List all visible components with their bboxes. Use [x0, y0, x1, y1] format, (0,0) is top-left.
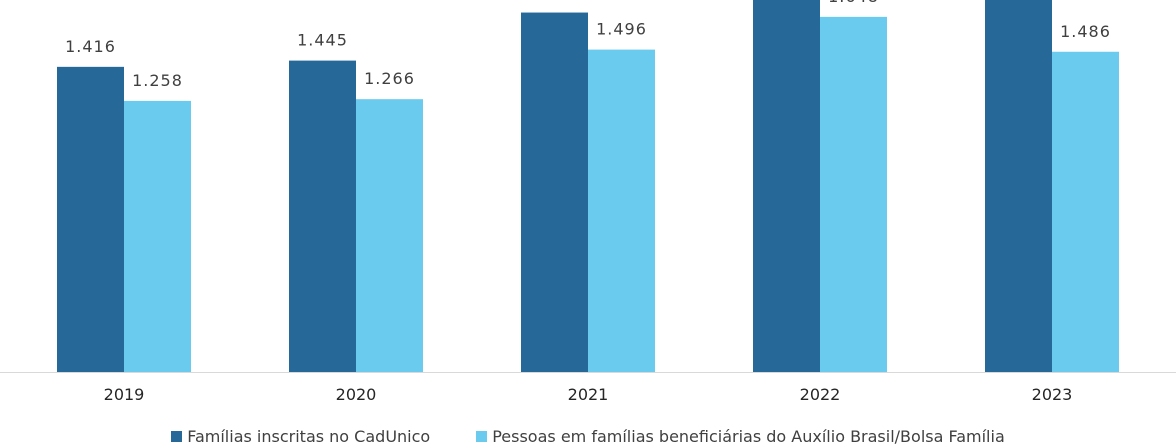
data-label-cadunico-2019: 1.416 [65, 37, 116, 56]
bar-beneficiarias-2019 [124, 100, 191, 372]
legend-label-cadunico: Famílias inscritas no CadUnico [187, 427, 431, 446]
legend-item-beneficiarias: Pessoas em famílias beneficiárias do Aux… [476, 427, 1005, 446]
bar-cadunico-2023 [985, 0, 1052, 372]
bar-beneficiarias-2021 [588, 49, 655, 372]
bar-cadunico-2022 [753, 0, 820, 372]
bar-cadunico-2019 [57, 66, 124, 373]
data-label-beneficiarias-2023: 1.486 [1060, 22, 1111, 41]
bar-beneficiarias-2022 [820, 16, 887, 373]
bar-beneficiarias-2020 [356, 99, 423, 372]
data-label-beneficiarias-2020: 1.266 [364, 69, 415, 88]
x-tick-label-2021: 2021 [568, 385, 609, 404]
x-tick-label-2019: 2019 [104, 385, 145, 404]
data-label-beneficiarias-2021: 1.496 [596, 20, 647, 39]
legend-swatch-cadunico [171, 431, 183, 442]
bar-cadunico-2020 [289, 60, 356, 372]
legend: Famílias inscritas no CadUnico Pessoas e… [0, 427, 1176, 446]
legend-item-cadunico: Famílias inscritas no CadUnico [171, 427, 430, 446]
bar-beneficiarias-2023 [1052, 51, 1119, 372]
data-label-cadunico-2020: 1.445 [297, 31, 348, 50]
bar-cadunico-2021 [521, 12, 588, 373]
data-label-beneficiarias-2022: 1.648 [828, 0, 879, 6]
x-tick-label-2022: 2022 [800, 385, 841, 404]
x-tick-label-2023: 2023 [1032, 385, 1073, 404]
legend-label-beneficiarias: Pessoas em famílias beneficiárias do Aux… [492, 427, 1005, 446]
legend-swatch-beneficiarias [476, 431, 488, 442]
x-tick-label-2020: 2020 [336, 385, 377, 404]
data-label-beneficiarias-2019: 1.258 [132, 71, 183, 90]
data-label-cadunico-2021: 1.668 [529, 0, 580, 2]
